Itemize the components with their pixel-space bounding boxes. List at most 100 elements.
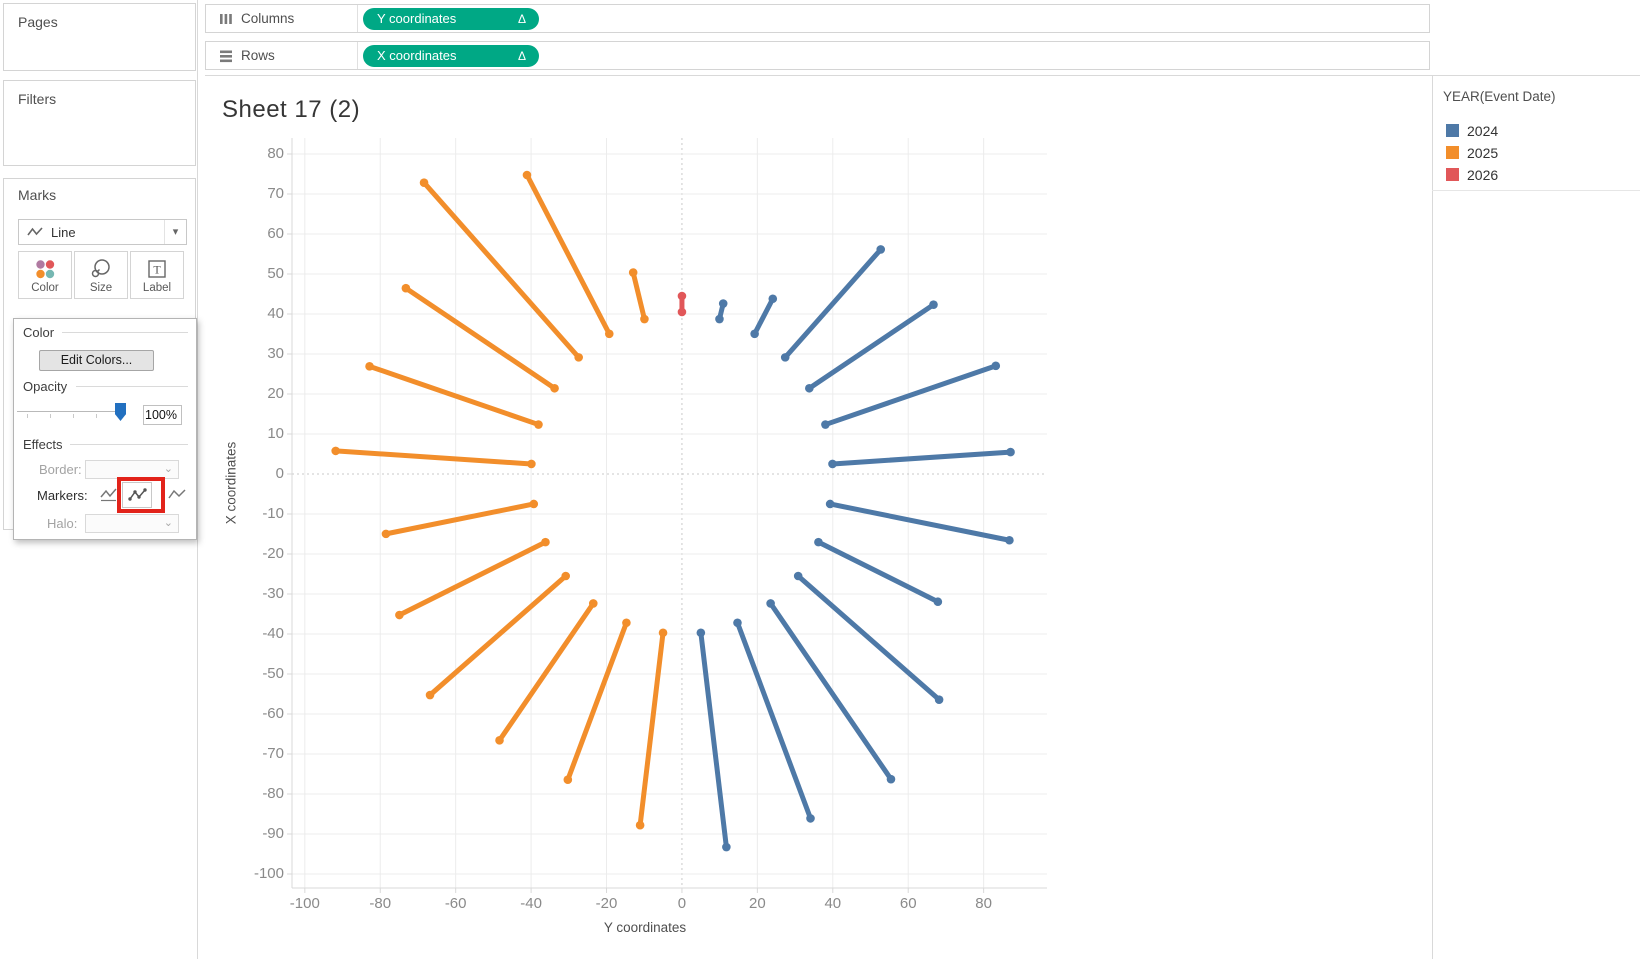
- legend-swatch: [1446, 168, 1459, 181]
- spoke-mark-2024[interactable]: [821, 361, 1001, 429]
- spoke-mark-2024[interactable]: [793, 571, 944, 704]
- spoke-mark-2025[interactable]: [522, 170, 614, 339]
- spoke-mark-2025[interactable]: [381, 499, 539, 539]
- x-tick-label: -20: [595, 895, 618, 912]
- y-axis-title: X coordinates: [223, 441, 239, 525]
- x-axis-title: Y coordinates: [603, 920, 687, 935]
- spoke-mark-2024[interactable]: [825, 499, 1014, 545]
- y-tick-label: -60: [262, 705, 284, 722]
- rows-shelf[interactable]: Rows X coordinates Δ: [205, 41, 1430, 70]
- legend-card-bottom-border: [1432, 190, 1640, 191]
- delta-continuous-icon: Δ: [517, 49, 526, 63]
- x-tick-label: 80: [975, 895, 992, 912]
- spoke-mark-2024[interactable]: [828, 447, 1015, 469]
- spoke-mark-2025[interactable]: [628, 268, 649, 324]
- spoke-mark-2025[interactable]: [495, 599, 598, 745]
- opacity-slider-handle[interactable]: [115, 403, 126, 421]
- halo-label: Halo:: [47, 516, 78, 531]
- marker-option-smooth-icon[interactable]: [168, 487, 186, 503]
- delta-continuous-icon: Δ: [517, 12, 526, 26]
- chevron-down-icon: ⌄: [163, 517, 173, 529]
- spoke-mark-2025[interactable]: [425, 571, 571, 700]
- size-button[interactable]: Size: [74, 251, 128, 299]
- color-button[interactable]: Color: [18, 251, 72, 299]
- y-tick-label: -70: [262, 745, 284, 762]
- spoke-mark-2024[interactable]: [750, 294, 778, 339]
- spoke-mark-2024[interactable]: [814, 537, 943, 607]
- size-icon: [91, 259, 110, 278]
- marker-option-line-markers-button[interactable]: [122, 482, 152, 508]
- legend-panel-divider: [1432, 75, 1433, 959]
- halo-dropdown[interactable]: ⌄: [85, 514, 179, 533]
- chevron-down-icon[interactable]: ▾: [164, 220, 186, 244]
- rows-pill-label: X coordinates: [377, 48, 457, 63]
- spoke-mark-2024[interactable]: [766, 599, 896, 784]
- left-panel-divider: [197, 0, 198, 959]
- opacity-section-heading: Opacity: [23, 379, 68, 394]
- y-tick-label: -40: [262, 625, 284, 642]
- legend-label: 2026: [1467, 167, 1499, 183]
- y-tick-label: -100: [253, 865, 284, 882]
- filters-shelf[interactable]: Filters: [3, 80, 196, 166]
- legend-label: 2025: [1467, 145, 1499, 161]
- y-tick-label: 20: [267, 385, 284, 402]
- y-tick-label: -10: [262, 505, 284, 522]
- shelf-separator: [357, 5, 358, 32]
- columns-shelf-label: Columns: [241, 11, 295, 26]
- edit-colors-button[interactable]: Edit Colors...: [39, 350, 154, 371]
- worksheet-top-border: [205, 75, 1640, 76]
- columns-pill[interactable]: Y coordinates Δ: [363, 8, 539, 30]
- y-tick-label: -80: [262, 785, 284, 802]
- spoke-mark-2025[interactable]: [395, 537, 550, 620]
- legend-swatch: [1446, 146, 1459, 159]
- slider-tick: [50, 414, 51, 418]
- slider-tick: [73, 414, 74, 418]
- y-tick-label: 70: [267, 185, 284, 202]
- rows-shelf-label: Rows: [241, 48, 275, 63]
- spoke-mark-2025[interactable]: [401, 283, 559, 393]
- spoke-mark-2025[interactable]: [419, 178, 583, 362]
- x-tick-label: -40: [520, 895, 542, 912]
- legend-title: YEAR(Event Date): [1443, 89, 1556, 104]
- mark-type-value: Line: [51, 224, 76, 240]
- spoke-mark-2025[interactable]: [563, 618, 631, 785]
- border-label: Border:: [39, 462, 82, 477]
- marker-option-line-markers-icon: [128, 488, 147, 501]
- y-tick-label: -50: [262, 665, 284, 682]
- label-icon: T: [148, 260, 166, 278]
- y-tick-label: -30: [262, 585, 284, 602]
- spoke-mark-2025[interactable]: [331, 446, 536, 469]
- columns-shelf[interactable]: Columns Y coordinates Δ: [205, 4, 1430, 33]
- slider-tick: [27, 414, 28, 418]
- marker-option-line-icon[interactable]: [100, 487, 118, 503]
- legend-swatch: [1446, 124, 1459, 137]
- x-tick-label: 20: [749, 895, 766, 912]
- legend-label: 2024: [1467, 123, 1499, 139]
- label-button-label: Label: [142, 282, 172, 294]
- color-settings-popup: Color Edit Colors... Opacity 100% Effect…: [13, 318, 197, 540]
- mark-type-dropdown[interactable]: Line ▾: [18, 219, 187, 245]
- y-tick-label: 0: [275, 465, 284, 482]
- x-tick-label: -100: [289, 895, 320, 912]
- rows-pill[interactable]: X coordinates Δ: [363, 45, 539, 67]
- spoke-mark-2024[interactable]: [780, 245, 886, 362]
- marks-label: Marks: [18, 187, 57, 203]
- pages-shelf[interactable]: Pages: [3, 3, 196, 71]
- spoke-mark-2025[interactable]: [635, 628, 668, 830]
- spoke-mark-2024[interactable]: [715, 299, 728, 324]
- spoke-mark-2024[interactable]: [733, 618, 815, 823]
- spoke-mark-2024[interactable]: [696, 628, 731, 852]
- x-tick-label: 0: [677, 895, 687, 912]
- x-tick-label: 40: [824, 895, 842, 912]
- color-button-label: Color: [31, 282, 59, 294]
- spoke-mark-2024[interactable]: [805, 300, 938, 393]
- opacity-value-input[interactable]: 100%: [143, 405, 182, 425]
- opacity-slider-track[interactable]: [17, 411, 121, 412]
- chart[interactable]: [205, 75, 1440, 959]
- shelf-separator: [357, 42, 358, 69]
- spoke-mark-2026[interactable]: [677, 291, 687, 317]
- spoke-mark-2025[interactable]: [365, 362, 543, 429]
- size-button-label: Size: [89, 282, 113, 294]
- x-tick-label: 60: [899, 895, 917, 912]
- label-button[interactable]: T Label: [130, 251, 184, 299]
